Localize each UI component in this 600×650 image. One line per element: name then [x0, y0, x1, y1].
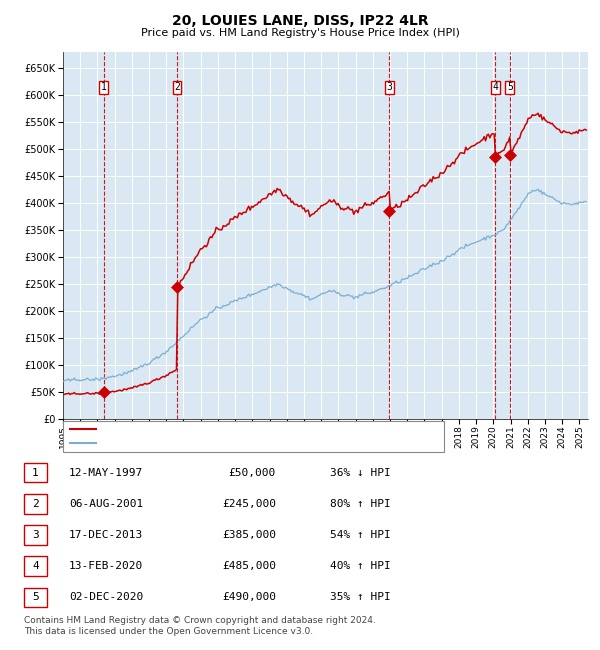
- Text: 40% ↑ HPI: 40% ↑ HPI: [330, 561, 391, 571]
- Text: 17-DEC-2013: 17-DEC-2013: [69, 530, 143, 540]
- Text: £490,000: £490,000: [222, 592, 276, 603]
- Text: 3: 3: [386, 82, 392, 92]
- Text: 5: 5: [32, 592, 39, 603]
- Text: £485,000: £485,000: [222, 561, 276, 571]
- Text: 02-DEC-2020: 02-DEC-2020: [69, 592, 143, 603]
- Text: 2: 2: [174, 82, 180, 92]
- Text: 3: 3: [32, 530, 39, 540]
- Text: 36% ↓ HPI: 36% ↓ HPI: [330, 467, 391, 478]
- Text: 4: 4: [32, 561, 39, 571]
- Text: 1: 1: [32, 467, 39, 478]
- Text: 35% ↑ HPI: 35% ↑ HPI: [330, 592, 391, 603]
- Text: 13-FEB-2020: 13-FEB-2020: [69, 561, 143, 571]
- Text: 20, LOUIES LANE, DISS, IP22 4LR (detached house): 20, LOUIES LANE, DISS, IP22 4LR (detache…: [99, 424, 364, 434]
- Text: 12-MAY-1997: 12-MAY-1997: [69, 467, 143, 478]
- Text: 20, LOUIES LANE, DISS, IP22 4LR: 20, LOUIES LANE, DISS, IP22 4LR: [172, 14, 428, 29]
- Text: 4: 4: [493, 82, 499, 92]
- Text: £245,000: £245,000: [222, 499, 276, 509]
- Text: £50,000: £50,000: [229, 467, 276, 478]
- Text: 5: 5: [507, 82, 513, 92]
- Text: 06-AUG-2001: 06-AUG-2001: [69, 499, 143, 509]
- Text: 2: 2: [32, 499, 39, 509]
- Text: 54% ↑ HPI: 54% ↑ HPI: [330, 530, 391, 540]
- Text: 80% ↑ HPI: 80% ↑ HPI: [330, 499, 391, 509]
- Text: HPI: Average price, detached house, South Norfolk: HPI: Average price, detached house, Sout…: [99, 438, 363, 448]
- Text: Price paid vs. HM Land Registry's House Price Index (HPI): Price paid vs. HM Land Registry's House …: [140, 28, 460, 38]
- Text: £385,000: £385,000: [222, 530, 276, 540]
- Text: Contains HM Land Registry data © Crown copyright and database right 2024.
This d: Contains HM Land Registry data © Crown c…: [24, 616, 376, 636]
- Text: 1: 1: [101, 82, 107, 92]
